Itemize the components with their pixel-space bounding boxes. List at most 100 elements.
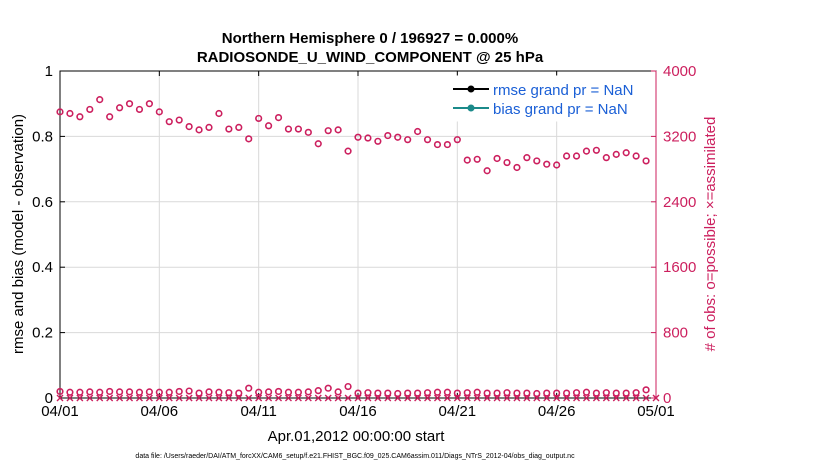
possible-obs-marker — [443, 388, 452, 396]
possible-obs-marker — [642, 157, 650, 165]
possible-obs-marker — [86, 105, 94, 114]
y-axis-right: 0 800 1600 2400 3200 4000 — [651, 63, 696, 407]
legend-rmse-label: rmse grand pr = NaN — [493, 82, 633, 99]
possible-obs-marker — [404, 389, 412, 397]
possible-obs-marker — [245, 135, 253, 143]
possible-obs-marker — [185, 122, 193, 131]
possible-obs-marker — [235, 389, 243, 397]
assimilated-obs-marker — [513, 394, 521, 402]
possible-obs-marker — [394, 133, 402, 141]
assimilated-obs-marker — [265, 394, 273, 402]
assimilated-obs-marker — [344, 394, 352, 402]
possible-obs-marker — [513, 389, 521, 397]
legend-rmse-marker — [467, 85, 475, 93]
possible-obs-marker — [265, 122, 273, 130]
assimilated-obs-marker — [275, 394, 283, 402]
legend-box — [446, 75, 645, 122]
possible-obs-marker — [324, 384, 332, 392]
assimilated-obs-marker — [602, 394, 610, 402]
possible-obs-marker — [245, 384, 253, 392]
assimilated-obs-marker — [523, 394, 531, 402]
y-axis-right-label: # of obs: o=possible; ×=assimilated — [702, 117, 719, 352]
y-left-tick-label: 0.2 — [32, 325, 53, 342]
possible-obs-marker — [205, 123, 213, 132]
assimilated-obs-marker — [493, 394, 501, 402]
possible-obs-marker — [414, 127, 422, 136]
possible-obs-marker — [622, 389, 630, 397]
assimilated-obs-marker — [106, 394, 114, 402]
possible-obs-marker — [493, 154, 501, 163]
assimilated-obs-marker — [334, 394, 342, 402]
possible-obs-marker — [135, 105, 144, 114]
possible-obs-marker — [533, 389, 541, 398]
possible-obs-marker — [235, 123, 243, 132]
possible-obs-marker — [483, 389, 491, 397]
possible-obs-marker — [562, 389, 571, 397]
possible-obs-marker — [175, 116, 183, 124]
possible-obs-marker — [453, 389, 461, 397]
y-left-tick-label: 0.4 — [32, 259, 53, 276]
x-tick-label: 04/26 — [538, 403, 576, 420]
possible-obs-marker — [215, 388, 223, 396]
assimilated-obs-marker — [652, 394, 660, 402]
possible-obs-marker — [622, 149, 630, 157]
possible-obs-marker — [106, 113, 114, 121]
chart-title-line2: RADIOSONDE_U_WIND_COMPONENT @ 25 hPa — [197, 49, 544, 66]
possible-obs-marker — [225, 125, 233, 133]
assimilated-obs-marker — [374, 394, 382, 402]
legend-bias-label: bias grand pr = NaN — [493, 101, 628, 118]
legend-bias-marker — [467, 104, 475, 112]
possible-obs-marker — [562, 152, 571, 160]
assimilated-obs-marker — [612, 394, 620, 402]
possible-obs-marker — [76, 388, 84, 396]
assimilated-obs-marker — [384, 394, 392, 402]
x-tick-label: 04/06 — [141, 403, 179, 420]
possible-obs-marker — [384, 131, 392, 140]
possible-obs-marker — [314, 387, 322, 395]
assimilated-obs-marker — [354, 394, 362, 402]
assimilated-obs-marker — [573, 394, 581, 402]
possible-obs-marker — [334, 388, 342, 396]
y-axis-left-label: rmse and bias (model - observation) — [10, 114, 27, 354]
possible-obs-marker — [334, 126, 342, 134]
possible-obs-marker — [195, 389, 203, 397]
possible-obs-marker — [553, 161, 561, 169]
possible-obs-marker — [533, 157, 541, 165]
possible-obs-marker — [225, 389, 233, 397]
assimilated-obs-marker — [622, 394, 630, 402]
assimilated-obs-marker — [453, 394, 461, 402]
possible-obs-marker — [543, 389, 551, 397]
assimilated-obs-marker — [66, 394, 74, 402]
possible-obs-marker — [433, 388, 442, 396]
y-left-tick-label: 0.6 — [32, 194, 53, 211]
possible-obs-marker — [374, 389, 382, 397]
assimilated-obs-marker — [205, 394, 213, 402]
possible-obs-marker — [294, 125, 303, 133]
assimilated-obs-marker — [175, 394, 183, 402]
possible-obs-marker — [592, 389, 601, 397]
possible-obs-marker — [443, 140, 452, 149]
possible-obs-marker — [384, 389, 392, 397]
possible-obs-marker — [304, 128, 312, 136]
assimilated-obs-marker — [155, 394, 163, 402]
possible-obs-marker — [463, 156, 471, 164]
possible-obs-marker — [503, 389, 511, 397]
assimilated-obs-marker — [145, 394, 153, 402]
possible-obs-marker — [344, 147, 352, 155]
possible-obs-marker — [592, 146, 601, 154]
assimilated-obs-marker — [473, 394, 481, 402]
legend: rmse grand pr = NaN bias grand pr = NaN — [446, 75, 645, 122]
assimilated-obs-marker — [284, 394, 292, 402]
possible-obs-marker — [354, 389, 362, 397]
possible-obs-marker — [274, 113, 283, 122]
possible-obs-marker — [324, 127, 332, 135]
possible-obs-marker — [255, 388, 263, 396]
assimilated-obs-marker — [483, 394, 491, 402]
possible-obs-marker — [374, 137, 382, 145]
assimilated-obs-marker — [86, 394, 94, 402]
possible-obs-marker — [404, 136, 412, 144]
possible-obs-marker — [86, 388, 94, 396]
chart-title-line1: Northern Hemisphere 0 / 196927 = 0.000% — [222, 30, 518, 47]
possible-obs-marker — [503, 158, 511, 167]
